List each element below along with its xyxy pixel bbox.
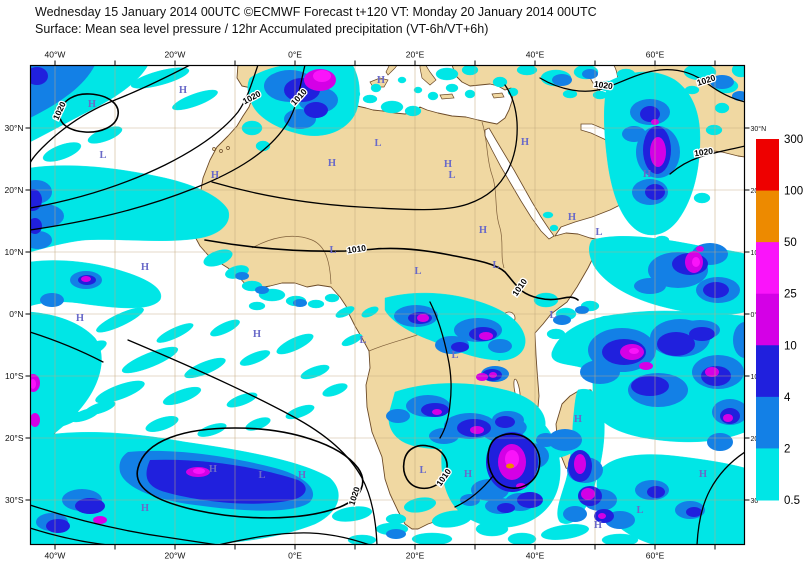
map-frame bbox=[29, 64, 746, 546]
legend-swatch bbox=[756, 345, 779, 398]
high-pressure-marker: H bbox=[76, 313, 84, 324]
low-pressure-marker: L bbox=[492, 260, 499, 271]
lon-label-top: 20°E bbox=[406, 50, 425, 60]
lon-label-top: 40°E bbox=[526, 50, 545, 60]
legend-value: 0.5 bbox=[784, 495, 800, 507]
isobar-1020-nw-high bbox=[59, 93, 119, 133]
legend-value: 2 bbox=[784, 443, 790, 455]
lon-label-bottom: 20°E bbox=[406, 551, 425, 561]
low-pressure-marker: L bbox=[451, 350, 458, 361]
low-pressure-marker: L bbox=[374, 138, 381, 149]
low-pressure-marker: L bbox=[595, 227, 602, 238]
high-pressure-marker: H bbox=[88, 99, 96, 110]
legend-swatch bbox=[756, 396, 779, 449]
lon-label-top: 0°E bbox=[288, 50, 302, 60]
lat-label-left: 10°N bbox=[5, 247, 24, 257]
legend-swatch bbox=[756, 293, 779, 346]
lat-label-right: 30 bbox=[751, 498, 759, 505]
isobar-label: 1010 bbox=[347, 243, 367, 256]
isobar-cyclone-mozambique bbox=[487, 433, 541, 489]
high-pressure-marker: H bbox=[699, 469, 707, 480]
legend-swatch bbox=[756, 448, 779, 501]
legend-value: 10 bbox=[784, 340, 797, 352]
legend-swatch bbox=[756, 139, 779, 192]
lat-label-right: 10 bbox=[751, 250, 759, 257]
coastline-crete bbox=[439, 93, 455, 100]
lon-label-bottom: 40°W bbox=[45, 551, 66, 561]
isobar-1010-sahel bbox=[204, 239, 579, 301]
high-pressure-marker: H bbox=[179, 85, 187, 96]
high-pressure-marker: H bbox=[594, 520, 602, 531]
low-pressure-marker: L bbox=[636, 505, 643, 516]
legend-value: 100 bbox=[784, 186, 803, 198]
lat-label-left: 20°N bbox=[5, 185, 24, 195]
high-pressure-marker: H bbox=[444, 159, 452, 170]
high-pressure-marker: H bbox=[464, 469, 472, 480]
lat-label-right: 20 bbox=[751, 188, 759, 195]
precip-layer-25mm bbox=[30, 70, 700, 474]
title-line-1: Wednesday 15 January 2014 00UTC ©ECMWF F… bbox=[35, 5, 597, 19]
high-pressure-marker: H bbox=[479, 225, 487, 236]
legend-value: 4 bbox=[784, 392, 791, 404]
lat-label-left: 30°S bbox=[5, 495, 24, 505]
high-pressure-marker: H bbox=[141, 503, 149, 514]
precip-layer-50mm bbox=[506, 463, 514, 469]
legend-swatch bbox=[756, 242, 779, 295]
isobar-label: 1020 bbox=[694, 146, 714, 159]
lat-label-left: 30°N bbox=[5, 123, 24, 133]
lon-label-bottom: 40°E bbox=[526, 551, 545, 561]
low-pressure-marker: L bbox=[329, 245, 336, 256]
low-pressure-marker: L bbox=[448, 170, 455, 181]
lat-label-left: 10°S bbox=[5, 371, 24, 381]
low-pressure-marker: L bbox=[99, 150, 106, 161]
lon-label-bottom: 60°E bbox=[646, 551, 665, 561]
isobar-1020-south-atlantic-high bbox=[136, 427, 364, 519]
lon-label-top: 60°E bbox=[646, 50, 665, 60]
low-pressure-marker: L bbox=[414, 266, 421, 277]
lon-label-top: 20°W bbox=[165, 50, 186, 60]
high-pressure-marker: H bbox=[328, 158, 336, 169]
coastline-greece bbox=[419, 65, 437, 86]
isobar-label: 1020 bbox=[593, 79, 613, 92]
title-line-2: Surface: Mean sea level pressure / 12hr … bbox=[35, 22, 488, 36]
high-pressure-marker: H bbox=[211, 170, 219, 181]
low-pressure-marker: L bbox=[549, 310, 556, 321]
lon-label-bottom: 0°E bbox=[288, 551, 302, 561]
high-pressure-marker: H bbox=[643, 169, 651, 180]
coastline-italy-toe bbox=[385, 65, 398, 76]
high-pressure-marker: H bbox=[574, 414, 582, 425]
axis-ticks bbox=[25, 60, 750, 550]
lat-label-left: 0°N bbox=[9, 309, 23, 319]
lat-label-right: 30°N bbox=[751, 125, 767, 133]
isobar-1010-south-africa-low bbox=[402, 444, 448, 490]
high-pressure-marker: H bbox=[568, 212, 576, 223]
high-pressure-marker: H bbox=[539, 58, 547, 69]
lat-label-left: 20°S bbox=[5, 433, 24, 443]
high-pressure-marker: H bbox=[298, 470, 306, 481]
high-pressure-marker: H bbox=[141, 262, 149, 273]
precipitation-legend: 300 100 50 25 10 4 2 0.5 bbox=[756, 134, 803, 507]
legend-value: 300 bbox=[784, 134, 803, 146]
legend-value: 50 bbox=[784, 237, 797, 249]
lon-label-top: 40°W bbox=[45, 50, 66, 60]
isobar-layer bbox=[30, 65, 745, 545]
legend-value: 25 bbox=[784, 289, 797, 301]
coastline-cyprus bbox=[491, 92, 505, 99]
high-pressure-marker: H bbox=[521, 137, 529, 148]
high-pressure-marker: H bbox=[253, 329, 261, 340]
red-sea bbox=[484, 127, 555, 240]
lat-label-right: 10 bbox=[751, 374, 759, 381]
low-pressure-marker: L bbox=[359, 335, 366, 346]
lon-label-bottom: 20°W bbox=[165, 551, 186, 561]
axis-labels: 40°W 40°W 20°W 20°W 0°E 0°E 20°E 20°E 40°E 40°E 60… bbox=[5, 50, 767, 561]
high-pressure-marker: H bbox=[209, 464, 217, 475]
low-pressure-marker: L bbox=[419, 465, 426, 476]
high-pressure-marker: H bbox=[377, 75, 385, 86]
low-pressure-marker: L bbox=[258, 470, 265, 481]
legend-swatch bbox=[756, 190, 779, 243]
lat-label-right: 20 bbox=[751, 436, 759, 443]
